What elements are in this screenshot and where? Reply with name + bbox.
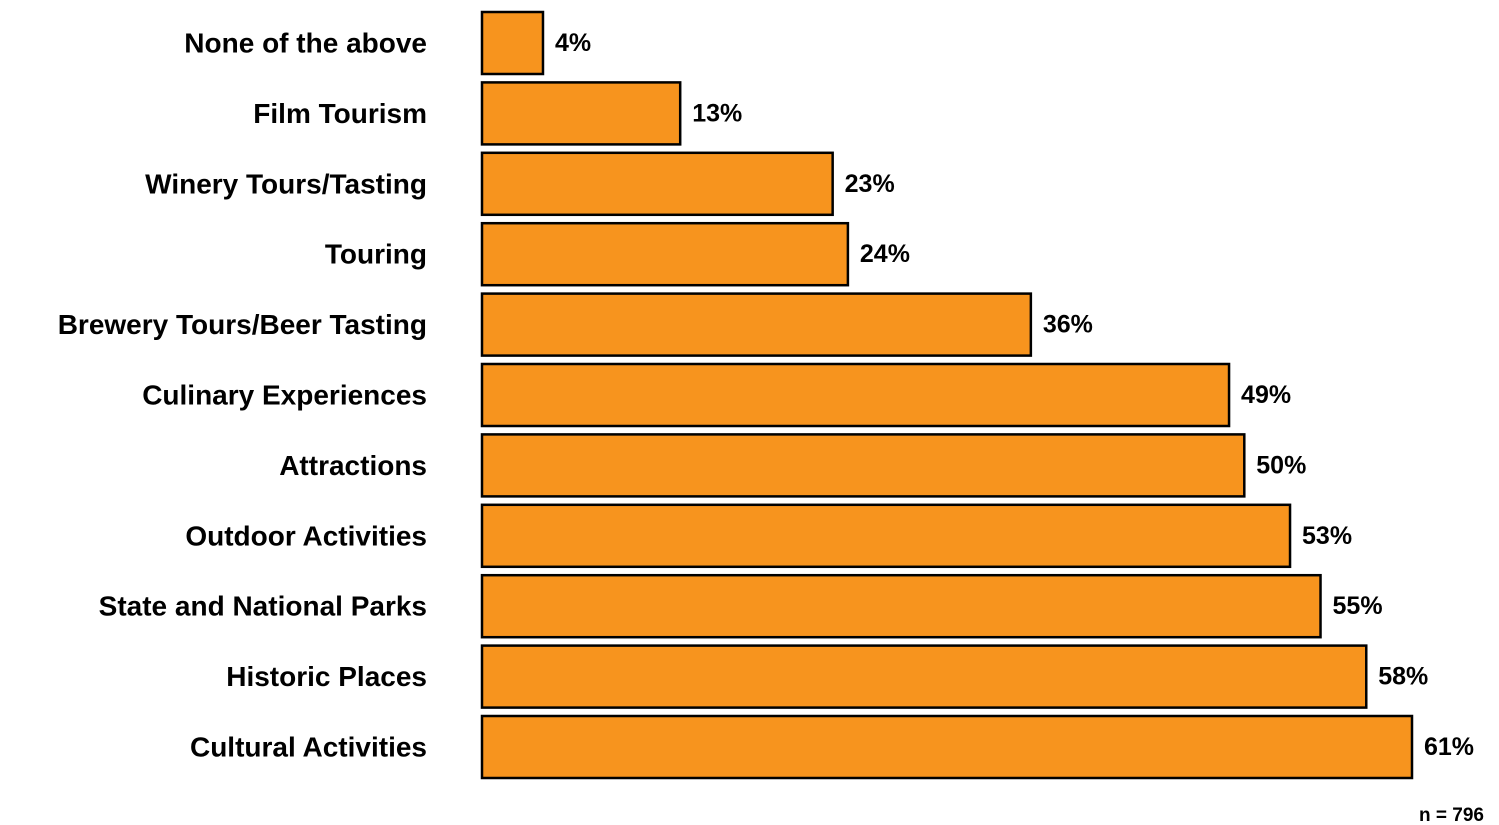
category-labels: None of the above Film Tourism Winery Tour…: [58, 28, 427, 763]
value-labels: 4% 13% 23% 24% 36% 49% 50% 53% 55% 58% 61%: [555, 29, 1474, 761]
category-label: Touring: [325, 239, 427, 270]
bar: [480, 10, 545, 76]
bar: [480, 644, 1368, 709]
value-label: 49%: [1241, 381, 1291, 409]
bar: [480, 362, 1231, 428]
category-label: Brewery Tours/Beer Tasting: [58, 309, 427, 340]
category-label: Cultural Activities: [190, 732, 427, 763]
category-label: Film Tourism: [253, 98, 427, 129]
value-label: 23%: [845, 170, 895, 198]
sample-size-note: n = 796: [1419, 805, 1484, 825]
value-label: 36%: [1043, 311, 1093, 339]
value-label: 13%: [692, 99, 742, 127]
category-label: Historic Places: [226, 661, 427, 692]
value-label: 24%: [860, 240, 910, 268]
category-label: State and National Parks: [99, 591, 427, 622]
bar: [480, 503, 1292, 569]
category-label: None of the above: [184, 28, 427, 59]
category-label: Outdoor Activities: [185, 520, 427, 551]
bar: [480, 573, 1322, 639]
value-label: 50%: [1256, 451, 1306, 479]
bar: [480, 221, 850, 287]
bar: [480, 292, 1033, 357]
bars-layer: [480, 10, 1414, 780]
value-label: 61%: [1424, 733, 1474, 761]
bar: [480, 151, 834, 217]
category-label: Culinary Experiences: [142, 380, 427, 411]
value-label: 58%: [1378, 663, 1428, 691]
bar: [480, 714, 1414, 780]
value-label: 4%: [555, 29, 591, 57]
category-label: Winery Tours/Tasting: [145, 168, 427, 199]
bar: [480, 433, 1246, 498]
value-label: 53%: [1302, 522, 1352, 550]
value-label: 55%: [1333, 592, 1383, 620]
bar: [480, 81, 682, 146]
category-label: Attractions: [279, 450, 427, 481]
